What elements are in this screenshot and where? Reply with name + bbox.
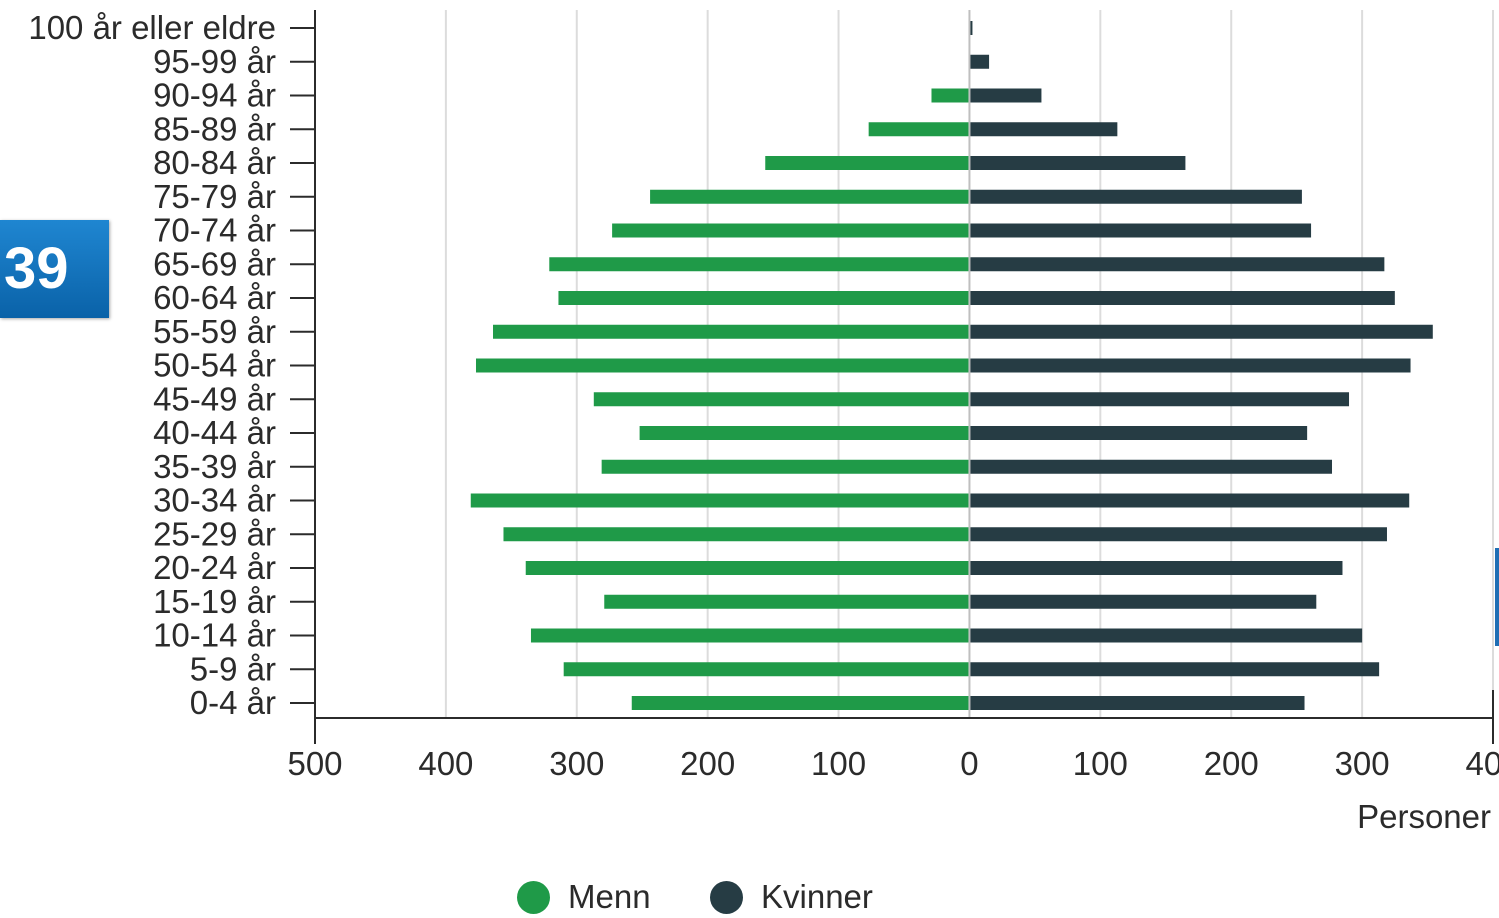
bar-menn bbox=[475, 358, 969, 373]
bar-menn bbox=[639, 426, 969, 440]
bar-kvinner bbox=[970, 189, 1302, 204]
bar-menn bbox=[931, 88, 969, 103]
bar-menn bbox=[868, 122, 969, 137]
bar-kvinner bbox=[970, 628, 1363, 643]
bar-menn bbox=[525, 561, 969, 575]
bar-menn bbox=[650, 189, 969, 204]
edge-accent bbox=[1495, 548, 1499, 646]
bar-menn bbox=[470, 493, 969, 508]
bar-kvinner bbox=[970, 662, 1380, 677]
bar-menn bbox=[530, 628, 969, 643]
bar-menn bbox=[563, 662, 969, 677]
y-tick-label: 65-69 år bbox=[153, 245, 276, 282]
y-tick-label: 95-99 år bbox=[153, 43, 276, 80]
x-tick-label: 200 bbox=[1204, 745, 1259, 782]
y-tick-label: 0-4 år bbox=[190, 684, 276, 721]
legend-swatch-kvinner bbox=[710, 880, 743, 914]
page-number-badge: 39 bbox=[0, 220, 109, 318]
x-tick-label: 100 bbox=[811, 745, 866, 782]
y-tick-label: 10-14 år bbox=[153, 617, 276, 654]
bar-kvinner bbox=[970, 156, 1186, 170]
bar-menn bbox=[631, 696, 969, 710]
y-tick-label: 75-79 år bbox=[153, 178, 276, 215]
x-tick-label: 200 bbox=[680, 745, 735, 782]
legend-item-menn: Menn bbox=[517, 878, 651, 916]
x-tick-label: 400 bbox=[418, 745, 473, 782]
y-tick-label: 70-74 år bbox=[153, 212, 276, 249]
y-tick-label: 20-24 år bbox=[153, 549, 276, 586]
bar-kvinner bbox=[970, 324, 1433, 339]
bar-menn bbox=[558, 291, 969, 305]
x-tick-label: 300 bbox=[549, 745, 604, 782]
bar-kvinner bbox=[970, 426, 1308, 440]
legend: Menn Kvinner bbox=[0, 878, 1499, 918]
legend-swatch-menn bbox=[517, 880, 550, 914]
x-tick-label: 100 bbox=[1073, 745, 1128, 782]
x-axis: 500 400 300 200 100 0 100 200 300 400 bbox=[287, 690, 1499, 782]
bar-kvinner bbox=[970, 493, 1410, 508]
y-tick-label: 85-89 år bbox=[153, 110, 276, 147]
y-tick-label: 90-94 år bbox=[153, 77, 276, 114]
bar-menn bbox=[765, 156, 969, 170]
bar-menn bbox=[593, 392, 969, 407]
bar-kvinner bbox=[970, 358, 1411, 373]
legend-item-kvinner: Kvinner bbox=[710, 878, 873, 916]
bar-kvinner bbox=[970, 291, 1395, 305]
bar-menn bbox=[493, 324, 969, 339]
bar-menn bbox=[612, 223, 969, 238]
bar-menn bbox=[601, 459, 969, 474]
legend-label-kvinner: Kvinner bbox=[761, 878, 873, 915]
y-tick-label: 80-84 år bbox=[153, 144, 276, 181]
bar-kvinner bbox=[970, 561, 1343, 575]
x-tick-label: 300 bbox=[1335, 745, 1390, 782]
bar-kvinner bbox=[970, 392, 1350, 407]
bar-kvinner bbox=[970, 88, 1042, 103]
bar-kvinner bbox=[970, 257, 1385, 272]
y-tick-label: 45-49 år bbox=[153, 380, 276, 417]
y-tick-label: 35-39 år bbox=[153, 448, 276, 485]
y-tick-label: 40-44 år bbox=[153, 414, 276, 451]
y-tick-label: 30-34 år bbox=[153, 482, 276, 519]
x-tick-label: 500 bbox=[287, 745, 342, 782]
bar-kvinner bbox=[970, 594, 1317, 609]
bar-kvinner bbox=[970, 527, 1387, 542]
bar-kvinner bbox=[970, 122, 1118, 137]
bar-kvinner bbox=[970, 54, 990, 69]
legend-label-menn: Menn bbox=[568, 878, 651, 915]
y-tick-label: 25-29 år bbox=[153, 515, 276, 552]
y-tick-label: 50-54 år bbox=[153, 347, 276, 384]
x-tick-label: 400 bbox=[1465, 745, 1499, 782]
bar-menn bbox=[549, 257, 969, 272]
bar-kvinner bbox=[970, 459, 1333, 474]
y-tick-label: 55-59 år bbox=[153, 313, 276, 350]
y-tick-label: 5-9 år bbox=[190, 650, 276, 687]
y-tick-label: 60-64 år bbox=[153, 279, 276, 316]
bar-menn bbox=[604, 594, 969, 609]
bar-kvinner bbox=[970, 696, 1305, 710]
x-tick-label: 0 bbox=[960, 745, 978, 782]
y-tick-label: 15-19 år bbox=[153, 583, 276, 620]
bar-kvinner bbox=[970, 21, 973, 35]
y-tick-label: 100 år eller eldre bbox=[28, 9, 276, 46]
bar-menn bbox=[503, 527, 969, 542]
bar-kvinner bbox=[970, 223, 1312, 238]
x-axis-title: Personer bbox=[1357, 798, 1491, 835]
bars bbox=[470, 21, 1433, 710]
